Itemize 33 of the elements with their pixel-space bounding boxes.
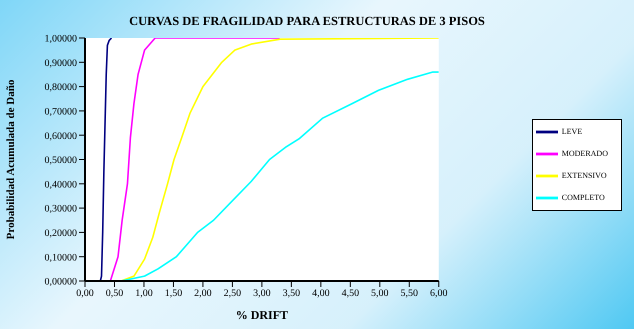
y-tick-label: 0,30000 [44, 204, 77, 215]
x-tick-label: 6,00 [430, 288, 448, 300]
y-tick-label: 0,50000 [44, 155, 77, 166]
y-tick-label: 1,00000 [44, 34, 77, 45]
x-tick-label: 0,50 [106, 288, 124, 300]
y-tick-label: 0,40000 [44, 179, 77, 190]
y-axis-title: Probabilidad Acumulada de Daño [4, 79, 17, 240]
x-tick-label: 2,00 [194, 288, 212, 300]
y-tick-label: 0,10000 [44, 252, 77, 264]
x-tick-label: 1,00 [135, 288, 153, 300]
legend-label: COMPLETO [562, 192, 605, 202]
y-tick-label: 0,60000 [44, 130, 77, 142]
y-tick-label: 0,90000 [44, 58, 77, 69]
x-tick-label: 4,50 [342, 288, 360, 300]
x-tick-label: 0,00 [76, 288, 94, 300]
line-series [100, 38, 112, 281]
x-tick-label: 5,00 [371, 288, 389, 300]
legend-label: MODERADO [562, 148, 608, 158]
y-tick-label: 0,00000 [44, 276, 77, 288]
x-tick-label: 5,50 [400, 288, 418, 300]
y-tick-label: 0,70000 [44, 106, 77, 118]
x-axis-title: % DRIFT [236, 308, 288, 322]
x-tick-label: 3,00 [253, 288, 271, 300]
legend-label: LEVE [562, 126, 582, 136]
chart-title: CURVAS DE FRAGILIDAD PARA ESTRUCTURAS DE 3 PISOS [128, 14, 486, 29]
legend-label: EXTENSIVO [562, 170, 607, 180]
x-tick-label: 4,00 [312, 288, 330, 300]
x-tick-label: 3,50 [282, 288, 300, 300]
x-tick-label: 1,50 [164, 288, 182, 300]
line-series [110, 38, 280, 281]
y-tick-label: 0,20000 [44, 228, 77, 239]
y-tick-label: 0,80000 [44, 82, 77, 94]
x-tick-label: 2,50 [224, 288, 242, 300]
